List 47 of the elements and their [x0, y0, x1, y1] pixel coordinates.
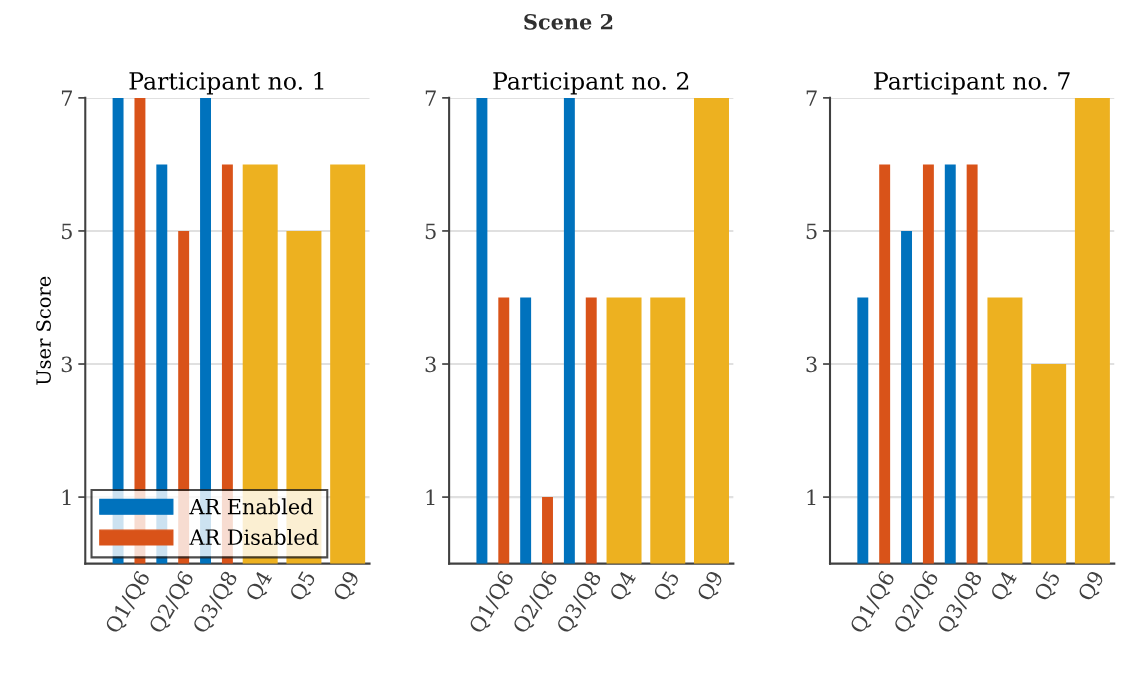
bar: [857, 297, 869, 564]
y-axis-title: User Score: [36, 276, 51, 385]
bar: [922, 164, 934, 564]
bar: [563, 97, 575, 564]
y-tick-label: 1: [62, 489, 71, 505]
bar: [498, 297, 510, 564]
x-tick-label: Q9: [696, 569, 727, 604]
bar: [330, 164, 366, 564]
chart-title: Participant no. 2: [493, 72, 689, 95]
x-tick-label: Q4: [989, 569, 1020, 604]
y-tick-label: 3: [806, 356, 817, 373]
bar: [650, 297, 686, 564]
y-tick-label: 1: [807, 489, 816, 505]
legend-label: AR Disabled: [189, 528, 319, 546]
x-tick-label: Q9: [332, 569, 363, 604]
bar: [987, 297, 1023, 564]
bar: [1031, 364, 1067, 564]
bar: [879, 164, 891, 564]
y-tick-label: 5: [425, 223, 436, 240]
chart-title: Participant no. 7: [874, 72, 1070, 95]
bar: [944, 164, 956, 564]
bar: [476, 97, 488, 564]
y-tick-label: 5: [61, 223, 72, 240]
x-tick-label: Q4: [608, 569, 639, 604]
bar: [966, 164, 978, 564]
bar: [520, 297, 532, 564]
y-tick-label: 3: [425, 356, 436, 373]
bar: [1074, 97, 1110, 564]
legend-label: AR Enabled: [189, 498, 313, 515]
y-tick-label: 5: [806, 223, 817, 240]
bar: [542, 497, 553, 564]
y-tick-label: 7: [806, 90, 817, 106]
bar: [901, 230, 913, 564]
bar: [585, 297, 597, 564]
y-tick-label: 3: [61, 356, 72, 373]
chart-title: Participant no. 1: [129, 72, 324, 95]
x-tick-label: Q5: [652, 570, 683, 604]
y-tick-label: 7: [425, 90, 436, 106]
x-tick-label: Q9: [1076, 569, 1108, 604]
x-tick-label: Q5: [1033, 570, 1064, 604]
y-tick-label: 7: [61, 90, 72, 106]
x-tick-label: Q5: [288, 570, 319, 604]
x-tick-label: Q4: [244, 569, 276, 604]
y-tick-label: 1: [426, 489, 435, 505]
text: Scene 2: [524, 13, 613, 30]
bar: [694, 97, 729, 564]
bar: [606, 297, 642, 564]
